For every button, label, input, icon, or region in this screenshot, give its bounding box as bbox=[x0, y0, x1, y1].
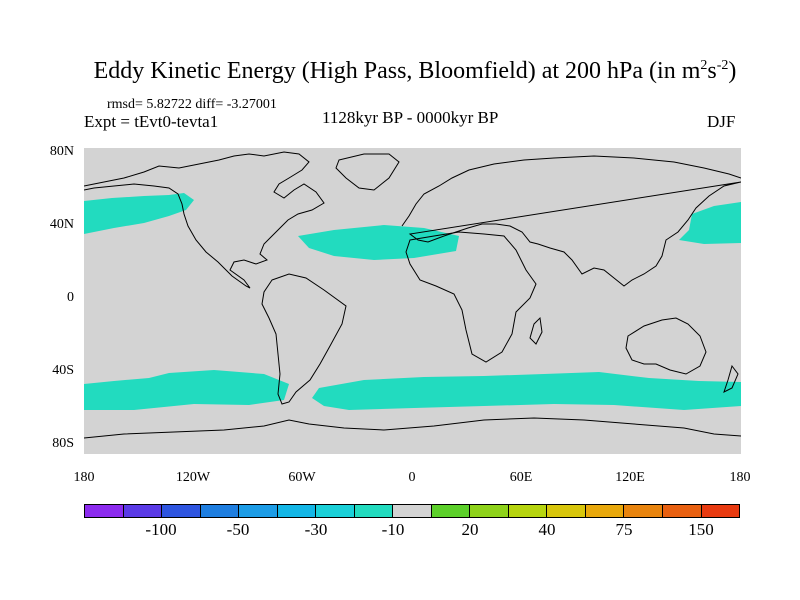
colorbar-label: -10 bbox=[381, 520, 405, 539]
colorbar-label: 40 bbox=[538, 520, 556, 539]
colorbar-label: -30 bbox=[304, 520, 328, 539]
anomaly-southern-pacific bbox=[84, 370, 289, 410]
colorbar-swatch bbox=[162, 505, 201, 517]
anomaly-north-pacific bbox=[84, 193, 194, 234]
lat-label: 80N bbox=[49, 144, 74, 159]
lon-label: 60E bbox=[509, 470, 533, 485]
lon-label: 180 bbox=[73, 470, 95, 485]
colorbar-swatch bbox=[123, 505, 163, 517]
coast-new-zealand bbox=[723, 364, 739, 393]
season-label: DJF bbox=[707, 112, 736, 131]
anomaly-regions bbox=[84, 193, 741, 410]
colorbar-swatch bbox=[431, 505, 471, 517]
colorbar-swatch bbox=[277, 505, 317, 517]
colorbar-label: -100 bbox=[145, 520, 177, 539]
stats-text: rmsd= 5.82722 diff= -3.27001 bbox=[107, 97, 277, 112]
colorbar-label: 150 bbox=[688, 520, 714, 539]
colorbar-label: 20 bbox=[461, 520, 479, 539]
coastlines bbox=[84, 151, 741, 439]
colorbar-swatch bbox=[239, 505, 278, 517]
lon-label: 60W bbox=[288, 470, 316, 485]
colorbar-swatch bbox=[547, 505, 586, 517]
colorbar-swatch bbox=[508, 505, 548, 517]
lon-label: 0 bbox=[408, 470, 416, 485]
lat-label: 40N bbox=[49, 217, 74, 232]
lat-label: 0 bbox=[67, 290, 74, 305]
anomaly-southern-atlantic-indian bbox=[312, 372, 741, 410]
anomaly-west-pacific bbox=[679, 202, 741, 244]
lon-label: 120W bbox=[175, 470, 211, 485]
anomaly-north-atlantic bbox=[298, 225, 459, 260]
coast-antarctica bbox=[84, 417, 741, 439]
colorbar bbox=[84, 504, 740, 518]
colorbar-swatch bbox=[662, 505, 702, 517]
coast-south-america bbox=[261, 273, 347, 405]
lon-label: 180 bbox=[729, 470, 751, 485]
coast-australia bbox=[625, 317, 707, 375]
coast-africa bbox=[405, 231, 537, 363]
colorbar-swatch bbox=[316, 505, 355, 517]
colorbar-label: -50 bbox=[226, 520, 250, 539]
colorbar-swatch bbox=[85, 505, 124, 517]
colorbar-swatch bbox=[393, 505, 432, 517]
experiment-label: Expt = tEvt0-tevta1 bbox=[84, 112, 219, 131]
colorbar-swatch bbox=[624, 505, 663, 517]
lon-label: 120E bbox=[615, 470, 645, 485]
lat-label: 80S bbox=[52, 436, 74, 451]
colorbar-swatch bbox=[585, 505, 625, 517]
colorbar-label: 75 bbox=[615, 520, 633, 539]
coast-madagascar bbox=[529, 316, 543, 345]
coast-eurasia bbox=[401, 155, 741, 287]
colorbar-swatch bbox=[200, 505, 240, 517]
colorbar-swatch bbox=[354, 505, 394, 517]
plot-title: Eddy Kinetic Energy (High Pass, Bloomfie… bbox=[93, 58, 737, 84]
lat-label: 40S bbox=[52, 363, 74, 378]
coast-greenland bbox=[335, 153, 400, 191]
colorbar-swatch bbox=[701, 505, 740, 517]
coast-north-america bbox=[84, 151, 325, 289]
period-label: 1128kyr BP - 0000kyr BP bbox=[322, 108, 499, 127]
map-panel bbox=[84, 148, 741, 454]
colorbar-swatch bbox=[470, 505, 509, 517]
